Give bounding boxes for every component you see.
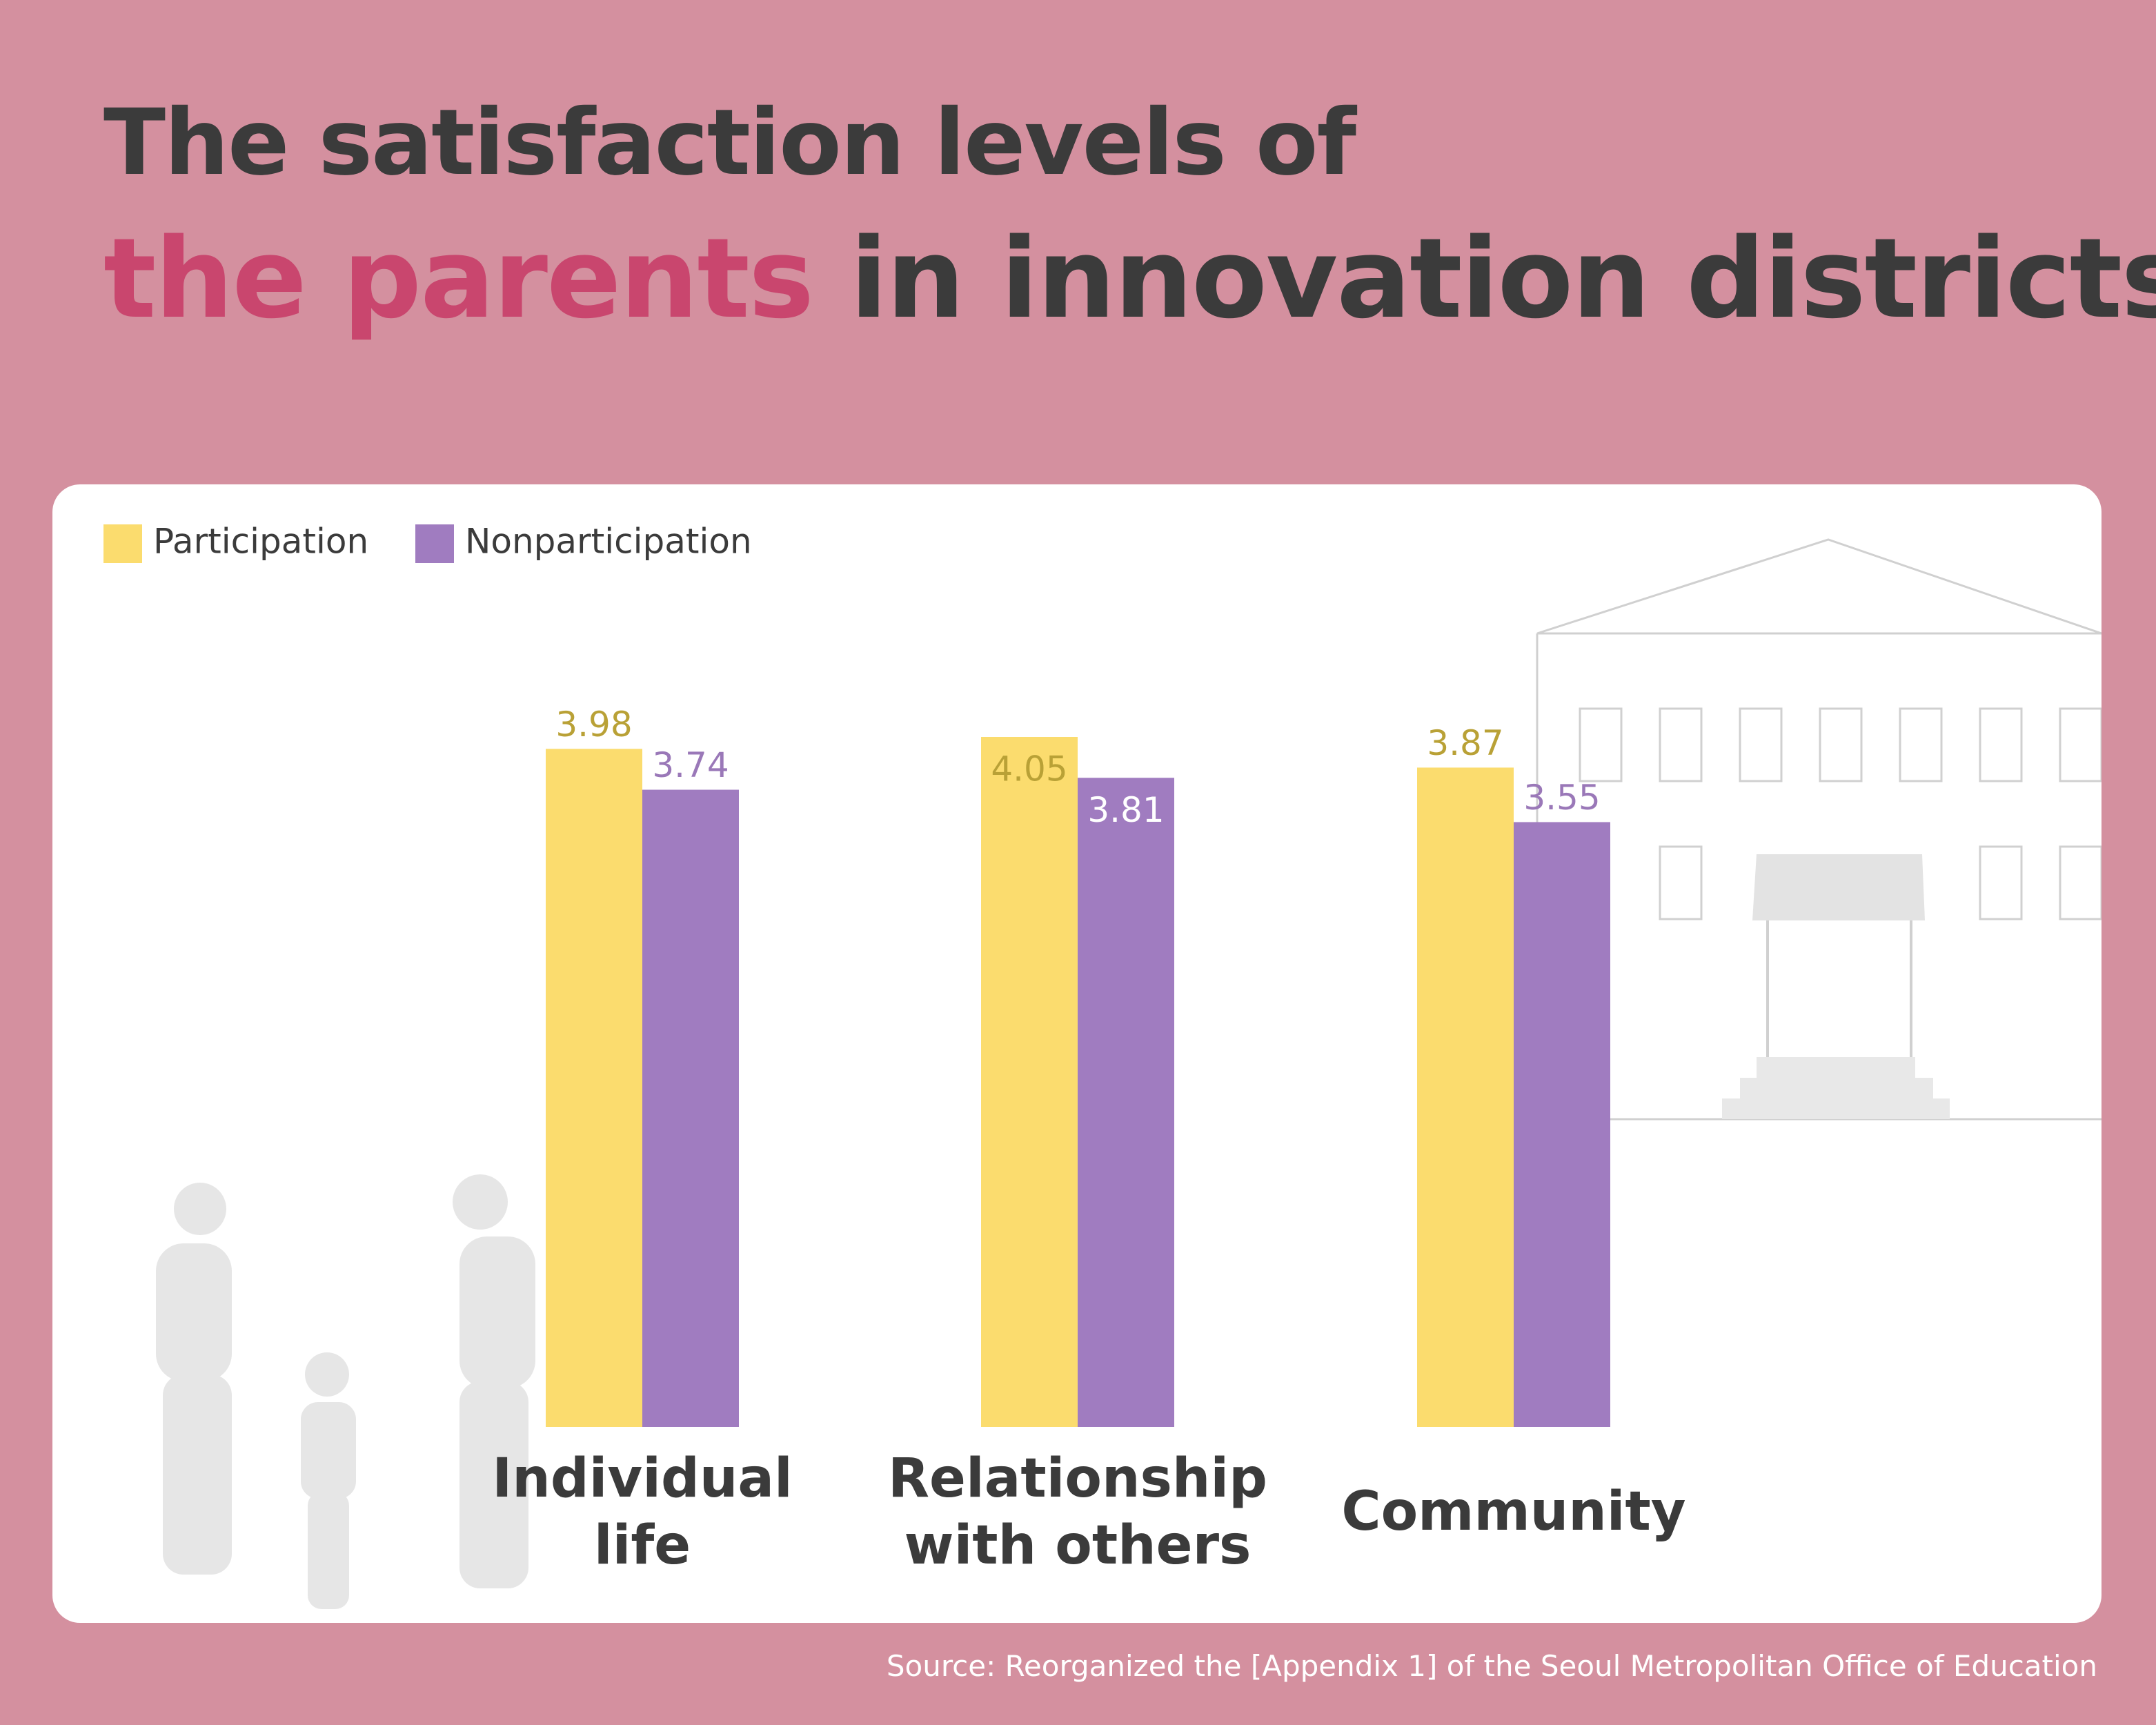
building-illustration bbox=[1536, 538, 2101, 1121]
bar bbox=[546, 749, 642, 1427]
legend-swatch bbox=[415, 524, 454, 563]
value-label: 3.98 bbox=[555, 704, 632, 745]
entrance-illustration bbox=[1722, 854, 1950, 1119]
legend-swatch bbox=[103, 524, 142, 563]
value-label: 4.05 bbox=[991, 749, 1067, 789]
value-label: 3.87 bbox=[1427, 723, 1503, 763]
legend-label: Participation bbox=[153, 522, 368, 562]
title-rest: in innovation districts bbox=[849, 214, 2156, 343]
bar bbox=[642, 789, 739, 1427]
title-highlight: the parents bbox=[103, 214, 814, 343]
value-label: 3.81 bbox=[1087, 790, 1164, 830]
title-line: the parents in innovation districts bbox=[103, 214, 2156, 343]
bar bbox=[981, 737, 1078, 1427]
bar bbox=[1417, 767, 1514, 1427]
legend-label: Nonparticipation bbox=[465, 522, 752, 562]
title-line: The satisfaction levels of bbox=[103, 90, 1356, 196]
source-note: Source: Reorganized the [Appendix 1] of … bbox=[886, 1649, 2097, 1683]
family-illustration bbox=[156, 1174, 535, 1609]
bar bbox=[1514, 822, 1610, 1427]
value-label: 3.55 bbox=[1523, 778, 1600, 818]
value-label: 3.74 bbox=[652, 745, 729, 785]
category-label: Relationship with others bbox=[888, 1447, 1267, 1577]
chart: Participation Nonparticipation 3.98 3.74 4.0… bbox=[103, 522, 2101, 1609]
bar bbox=[1078, 778, 1174, 1427]
chart-card: Participation Nonparticipation 3.98 3.74 4.0… bbox=[52, 484, 2101, 1623]
category-label: Individual life bbox=[492, 1447, 793, 1577]
category-label: Community bbox=[1341, 1481, 1686, 1544]
